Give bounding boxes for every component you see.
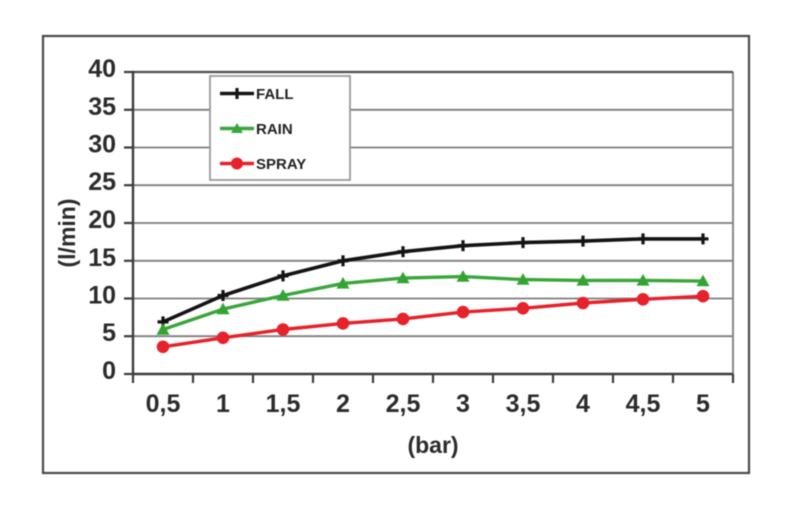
svg-text:15: 15: [88, 244, 116, 272]
svg-text:2,5: 2,5: [386, 390, 421, 418]
svg-text:35: 35: [88, 93, 116, 121]
svg-text:(bar): (bar): [407, 432, 458, 458]
svg-text:RAIN: RAIN: [256, 121, 293, 138]
svg-text:0: 0: [102, 357, 116, 385]
svg-text:FALL: FALL: [256, 86, 294, 103]
svg-text:SPRAY: SPRAY: [256, 156, 306, 173]
svg-text:1,5: 1,5: [266, 390, 301, 418]
svg-text:20: 20: [88, 206, 116, 234]
svg-text:3,5: 3,5: [506, 390, 541, 418]
svg-text:40: 40: [88, 55, 116, 83]
svg-text:5: 5: [102, 319, 116, 347]
svg-text:2: 2: [336, 390, 350, 418]
svg-text:1: 1: [216, 390, 230, 418]
svg-text:30: 30: [88, 131, 116, 159]
svg-text:(l/min): (l/min): [54, 199, 80, 268]
svg-text:0,5: 0,5: [146, 390, 181, 418]
svg-text:5: 5: [696, 390, 710, 418]
svg-text:25: 25: [88, 168, 116, 196]
svg-text:4: 4: [576, 390, 590, 418]
svg-text:3: 3: [456, 390, 470, 418]
svg-text:4,5: 4,5: [626, 390, 661, 418]
svg-text:10: 10: [88, 282, 116, 310]
